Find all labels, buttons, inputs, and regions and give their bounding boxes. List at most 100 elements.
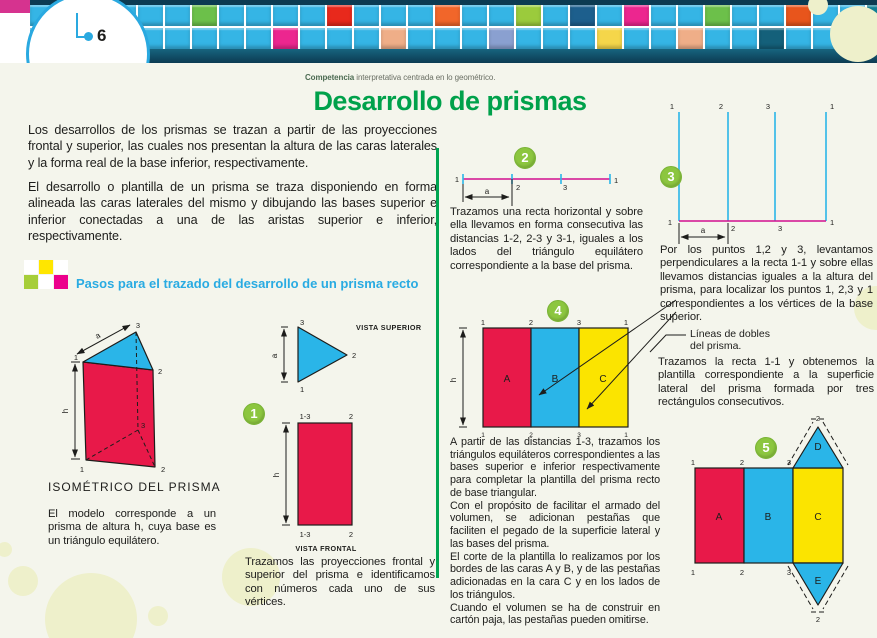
page-number-line bbox=[76, 13, 78, 37]
mosaic-tile bbox=[273, 5, 298, 26]
base-D bbox=[792, 426, 844, 469]
point-label: 2 bbox=[816, 414, 820, 423]
decorative-bubble bbox=[148, 606, 168, 626]
mosaic-tile bbox=[246, 28, 271, 49]
decorative-bubble bbox=[854, 286, 877, 330]
point-label: 1 bbox=[455, 175, 459, 184]
vertex-label: 1 bbox=[300, 385, 304, 394]
section-squares bbox=[24, 260, 68, 289]
point-label: 3 bbox=[577, 432, 581, 439]
mosaic-tile bbox=[705, 28, 730, 49]
mosaic-tile bbox=[327, 5, 352, 26]
prism-front-face bbox=[82, 361, 156, 468]
corner-accent-block bbox=[0, 0, 30, 13]
dim-a-ticks bbox=[281, 326, 288, 383]
point-label: 1 bbox=[481, 432, 485, 439]
mosaic-tile bbox=[543, 28, 568, 49]
mosaic-tile bbox=[219, 5, 244, 26]
point-label: 1 bbox=[670, 102, 674, 111]
mosaic-tile bbox=[678, 5, 703, 26]
step-2-text: Trazamos una recta horizontal y sobre el… bbox=[450, 206, 643, 272]
vertex-label: 2 bbox=[161, 465, 165, 474]
point-label: 2 bbox=[731, 224, 735, 233]
mosaic-tile bbox=[381, 28, 406, 49]
hidden-edges bbox=[85, 331, 156, 468]
page-title: Desarrollo de prismas bbox=[313, 86, 587, 116]
vertex-label: 2 bbox=[349, 412, 353, 421]
competencia-text: interpretativa centrada en lo geométrico… bbox=[354, 73, 496, 82]
step-badge-4: 4 bbox=[547, 300, 569, 322]
step-badge-2: 2 bbox=[514, 147, 536, 169]
vista-frontal-figure: 1-3 2 1-3 2 h VISTA FRONTAL bbox=[272, 412, 357, 553]
vista-frontal-label: VISTA FRONTAL bbox=[295, 544, 357, 553]
point-label: 2 bbox=[740, 458, 744, 467]
point-label: 1 bbox=[624, 318, 628, 327]
mosaic-tile bbox=[219, 28, 244, 49]
vertex-label: 2 bbox=[158, 367, 162, 376]
point-label: 1 bbox=[481, 318, 485, 327]
face-A bbox=[482, 327, 532, 428]
dim-h-ticks bbox=[71, 361, 80, 460]
perpendicular-lines bbox=[678, 112, 827, 221]
mosaic-tile bbox=[435, 5, 460, 26]
vertex-label: 2 bbox=[352, 351, 356, 360]
mosaic-tile bbox=[354, 28, 379, 49]
dimension-a bbox=[76, 324, 131, 355]
mosaic-tile bbox=[462, 28, 487, 49]
intro-paragraph-2: El desarrollo o plantilla de un prisma s… bbox=[28, 180, 437, 244]
mosaic-tile bbox=[138, 5, 163, 26]
point-label: 2 bbox=[719, 102, 723, 111]
mosaic-tile bbox=[516, 5, 541, 26]
competencia-label: Competencia bbox=[305, 73, 355, 82]
tab-outline-top bbox=[787, 418, 849, 466]
point-label: 3 bbox=[787, 458, 791, 467]
mosaic-tile bbox=[489, 5, 514, 26]
mosaic-tile bbox=[273, 28, 298, 49]
mosaic-tile bbox=[732, 28, 757, 49]
point-label: 1 bbox=[830, 102, 834, 111]
mosaic-tile bbox=[192, 5, 217, 26]
mosaic-tile bbox=[435, 28, 460, 49]
dim-h-label: h bbox=[61, 409, 70, 413]
step-5-paragraph: Cuando el volumen se ha de construir en … bbox=[450, 601, 660, 627]
face-label: C bbox=[599, 374, 606, 385]
mosaic-grid bbox=[30, 5, 877, 49]
mosaic-tile bbox=[381, 5, 406, 26]
decorative-bubble bbox=[45, 573, 137, 638]
vertex-label: 1-3 bbox=[300, 530, 311, 539]
dim-a-label: a bbox=[270, 353, 279, 358]
step-5-paragraph: El corte de la plantilla lo realizamos p… bbox=[450, 550, 660, 601]
fold-lines-annotation: Líneas de dobles del prisma. bbox=[690, 328, 770, 352]
mosaic-tile bbox=[246, 5, 271, 26]
mosaic-tile bbox=[327, 28, 352, 49]
perpendiculars-figure: 1 2 3 1 1 2 3 1 a bbox=[668, 102, 834, 244]
point-label: 2 bbox=[816, 615, 820, 624]
step-5-text-block: A partir de las distancias 1-3, trazamos… bbox=[450, 436, 660, 627]
mosaic-tile bbox=[408, 28, 433, 49]
point-label: 3 bbox=[563, 183, 567, 192]
column-divider bbox=[436, 148, 439, 578]
mosaic-tile bbox=[462, 5, 487, 26]
face-B bbox=[530, 327, 580, 428]
vertex-label: 3 bbox=[300, 318, 304, 327]
mosaic-tile bbox=[354, 5, 379, 26]
mosaic-tile bbox=[570, 28, 595, 49]
point-label: 2 bbox=[740, 568, 744, 577]
point-label: 1 bbox=[830, 218, 834, 227]
mosaic-tile bbox=[300, 5, 325, 26]
isometric-caption: ISOMÉTRICO DEL PRISMA bbox=[48, 480, 221, 494]
face-C bbox=[792, 467, 844, 564]
mosaic-tile bbox=[651, 5, 676, 26]
mosaic-tile bbox=[543, 5, 568, 26]
dim-h-ticks bbox=[282, 422, 290, 526]
face-C bbox=[578, 327, 629, 428]
point-label: 3 bbox=[778, 224, 782, 233]
vertex-label: 1-3 bbox=[300, 412, 311, 421]
page-number-line bbox=[76, 36, 86, 38]
point-label: 1 bbox=[624, 432, 628, 439]
mosaic-tile bbox=[408, 5, 433, 26]
competencia-line: Competencia interpretativa centrada en l… bbox=[305, 73, 495, 82]
base-E bbox=[792, 562, 844, 606]
mosaic-tile bbox=[705, 5, 730, 26]
